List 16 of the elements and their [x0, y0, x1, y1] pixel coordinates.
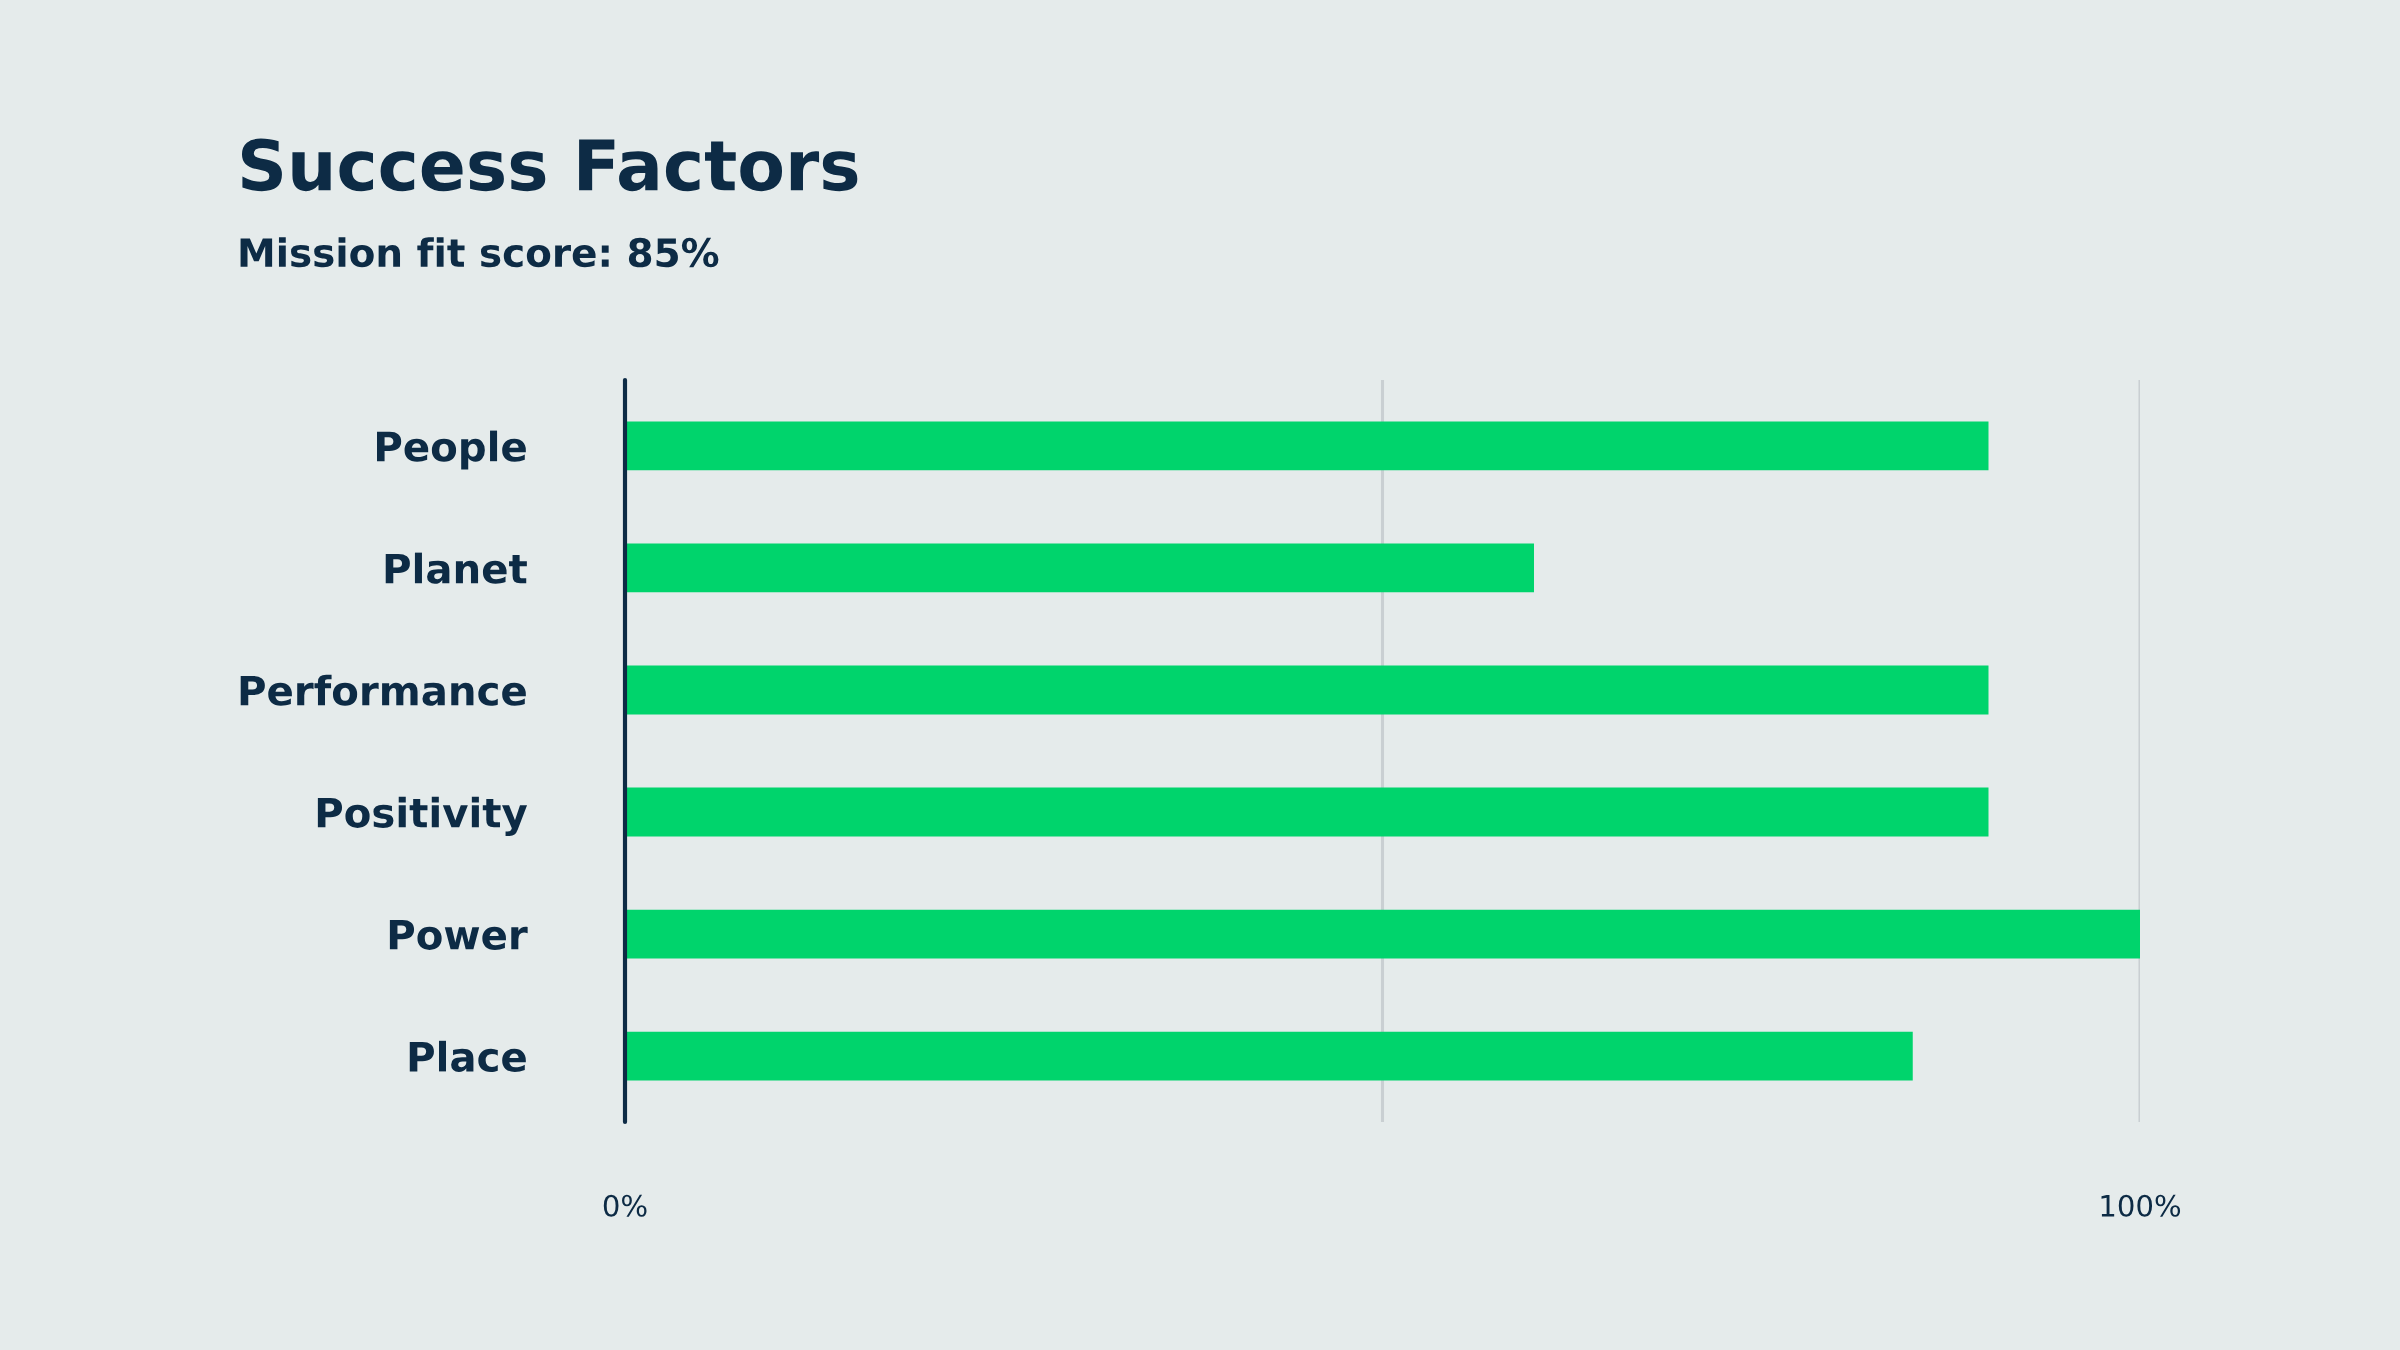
- bar: [625, 787, 1989, 837]
- y-tick-label: Performance: [240, 674, 526, 706]
- y-tick-label: Positivity: [317, 796, 528, 837]
- y-tick-label: Planet: [385, 552, 527, 584]
- bar: [625, 421, 1989, 471]
- bar: [625, 1031, 1913, 1081]
- y-tick-label: Power: [389, 920, 528, 950]
- y-tick-label: Place: [409, 1040, 526, 1072]
- chart-title: Success Factors: [241, 138, 858, 192]
- bar: [625, 543, 1534, 593]
- x-tick-label: 100%: [2101, 1194, 2181, 1217]
- bar: [625, 909, 2140, 959]
- chart-subtitle: Mission fit score: 85%: [240, 237, 719, 268]
- x-tick-label: 0%: [603, 1194, 647, 1217]
- bar: [625, 665, 1989, 715]
- y-tick-label: People: [377, 430, 526, 470]
